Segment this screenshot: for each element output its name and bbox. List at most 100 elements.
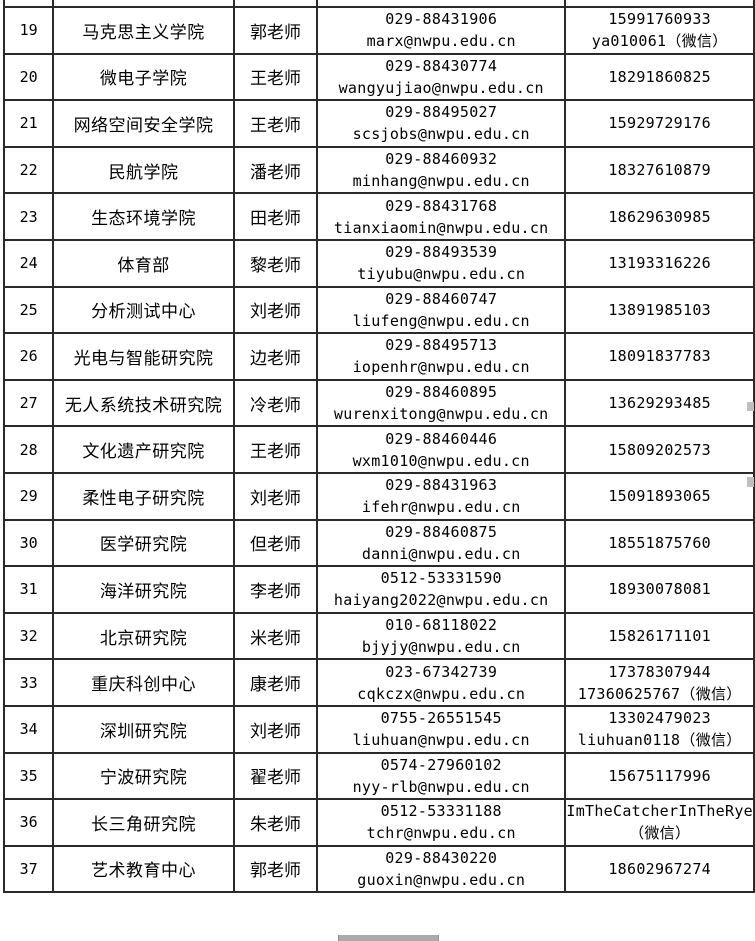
phone-email-cell: 029-88460932 minhang@nwpu.edu.cn — [316, 145, 567, 195]
mobile-line: 15826171101 — [608, 627, 711, 646]
row-number-cell — [2, 0, 55, 8]
mobile-cell: 18602967274 — [564, 844, 755, 894]
mobile-line: 18551875760 — [608, 533, 711, 552]
table-row: 33 重庆科创中心 康老师 023-67342739 cqkczx@nwpu.edu.c… — [2, 658, 755, 707]
mobile-line: 18629630985 — [608, 207, 711, 226]
mobile-line: 17378307944 — [608, 662, 711, 681]
phone-email-cell: 029-88493539 tiyubu@nwpu.edu.cn — [316, 238, 567, 288]
row-number-cell: 31 — [2, 565, 55, 614]
mobile-line: liuhuan0118（微信） — [577, 731, 742, 750]
phone-email-cell: 029-88460446 wxm1010@nwpu.edu.cn — [316, 425, 567, 474]
table-row: 24 体育部 黎老师 029-88493539 tiyubu@nwpu.edu.cn 13… — [2, 238, 755, 288]
phone-email-cell: 0755-26551545 liuhuan@nwpu.edu.cn — [316, 704, 567, 754]
department-cell: 民航学院 — [52, 145, 235, 195]
row-number-cell: 25 — [2, 285, 55, 335]
email-line: wurenxitong@nwpu.edu.cn — [333, 405, 549, 424]
vertical-scrollbar-fragment[interactable] — [747, 477, 754, 487]
row-number-cell: 21 — [2, 99, 55, 148]
phone-email-cell: 029-88495027 scsjobs@nwpu.edu.cn — [316, 99, 567, 148]
contact-cell: 米老师 — [232, 611, 319, 661]
mobile-cell: 18551875760 — [564, 518, 755, 568]
department-cell: 体育部 — [52, 238, 235, 288]
phone-email-cell: 029-88431906 marx@nwpu.edu.cn — [316, 6, 567, 55]
table-row: 31 海洋研究院 李老师 0512-53331590 haiyang2022@nwpu.… — [2, 565, 755, 614]
mobile-line: 18291860825 — [608, 67, 711, 86]
mobile-line: 13302479023 — [608, 709, 711, 728]
table-row: 37 艺术教育中心 郭老师 029-88430220 guoxin@nwpu.edu.c… — [2, 844, 755, 894]
email-line: tchr@nwpu.edu.cn — [366, 824, 516, 843]
phone-email-cell: 010-68118022 bjyjy@nwpu.edu.cn — [316, 611, 567, 661]
contact-cell: 郭老师 — [232, 844, 319, 894]
contact-cell: 朱老师 — [232, 798, 319, 847]
contact-cell: 王老师 — [232, 52, 319, 102]
phone-line: 029-88460932 — [385, 150, 498, 169]
row-number-cell: 35 — [2, 751, 55, 801]
contact-table: 19 马克思主义学院 郭老师 029-88431906 marx@nwpu.edu.cn… — [2, 0, 755, 894]
mobile-cell: 13629293485 — [564, 378, 755, 428]
phone-email-cell: 029-88495713 iopenhr@nwpu.edu.cn — [316, 332, 567, 381]
email-line: guoxin@nwpu.edu.cn — [357, 870, 526, 889]
contact-cell: 刘老师 — [232, 285, 319, 335]
row-number-cell: 27 — [2, 378, 55, 428]
email-line: haiyang2022@nwpu.edu.cn — [333, 591, 549, 610]
vertical-scrollbar-fragment[interactable] — [747, 402, 754, 411]
mobile-cell: 15991760933 ya010061（微信） — [564, 6, 755, 55]
department-cell: 微电子学院 — [52, 52, 235, 102]
phone-email-cell: 023-67342739 cqkczx@nwpu.edu.cn — [316, 658, 567, 707]
department-cell — [52, 0, 235, 8]
department-cell: 马克思主义学院 — [52, 6, 235, 55]
mobile-line: 17360625767（微信） — [577, 684, 742, 703]
row-number-cell: 23 — [2, 192, 55, 241]
mobile-cell: 15929729176 — [564, 99, 755, 148]
table-row: 36 长三角研究院 朱老师 0512-53331188 tchr@nwpu.edu.cn… — [2, 798, 755, 847]
phone-email-cell: 029-88460895 wurenxitong@nwpu.edu.cn — [316, 378, 567, 428]
email-line: scsjobs@nwpu.edu.cn — [352, 125, 530, 144]
row-number-cell: 29 — [2, 471, 55, 521]
phone-line: 0512-53331590 — [380, 569, 502, 588]
row-number-cell: 24 — [2, 238, 55, 288]
phone-email-cell: 0512-53331188 tchr@nwpu.edu.cn — [316, 798, 567, 847]
email-line: minhang@nwpu.edu.cn — [352, 172, 530, 191]
phone-email-cell: 0512-53331590 haiyang2022@nwpu.edu.cn — [316, 565, 567, 614]
mobile-cell: 15091893065 — [564, 471, 755, 521]
row-number-cell: 37 — [2, 844, 55, 894]
horizontal-scrollbar-thumb[interactable] — [338, 935, 439, 941]
table-row: 21 网络空间安全学院 王老师 029-88495027 scsjobs@nwpu.ed… — [2, 99, 755, 148]
mobile-line: 15091893065 — [608, 487, 711, 506]
row-number-cell: 34 — [2, 704, 55, 754]
mobile-line: ya010061（微信） — [591, 32, 728, 51]
phone-line: 029-88460895 — [385, 383, 498, 402]
table-row: 30 医学研究院 但老师 029-88460875 danni@nwpu.edu.cn 1… — [2, 518, 755, 568]
mobile-cell: 18091837783 — [564, 332, 755, 381]
mobile-cell: 13302479023 liuhuan0118（微信） — [564, 704, 755, 754]
mobile-cell — [564, 0, 755, 8]
mobile-cell: 18291860825 — [564, 52, 755, 102]
department-cell: 无人系统技术研究院 — [52, 378, 235, 428]
email-line: iopenhr@nwpu.edu.cn — [352, 358, 530, 377]
email-line: ifehr@nwpu.edu.cn — [361, 498, 521, 517]
mobile-cell: 15675117996 — [564, 751, 755, 801]
mobile-line: 13629293485 — [608, 394, 711, 413]
email-line: cqkczx@nwpu.edu.cn — [357, 684, 526, 703]
phone-email-cell: 029-88431768 tianxiaomin@nwpu.edu.cn — [316, 192, 567, 241]
table-row: 32 北京研究院 米老师 010-68118022 bjyjy@nwpu.edu.cn 1… — [2, 611, 755, 661]
mobile-line: 15809202573 — [608, 440, 711, 459]
contact-cell: 翟老师 — [232, 751, 319, 801]
email-line: liufeng@nwpu.edu.cn — [352, 311, 530, 330]
contact-cell: 刘老师 — [232, 704, 319, 754]
row-number-cell: 28 — [2, 425, 55, 474]
row-number-cell: 22 — [2, 145, 55, 195]
mobile-cell: 18327610879 — [564, 145, 755, 195]
mobile-line: 18091837783 — [608, 347, 711, 366]
table-row: 22 民航学院 潘老师 029-88460932 minhang@nwpu.edu.cn… — [2, 145, 755, 195]
mobile-line: 13891985103 — [608, 300, 711, 319]
mobile-cell: 13193316226 — [564, 238, 755, 288]
phone-line: 029-88460875 — [385, 522, 498, 541]
phone-line: 029-88460747 — [385, 289, 498, 308]
contact-cell: 王老师 — [232, 425, 319, 474]
mobile-line: 18327610879 — [608, 161, 711, 180]
phone-line: 010-68118022 — [385, 616, 498, 635]
table-row: 28 文化遗产研究院 王老师 029-88460446 wxm1010@nwpu.edu… — [2, 425, 755, 474]
email-line: nyy-rlb@nwpu.edu.cn — [352, 777, 530, 796]
